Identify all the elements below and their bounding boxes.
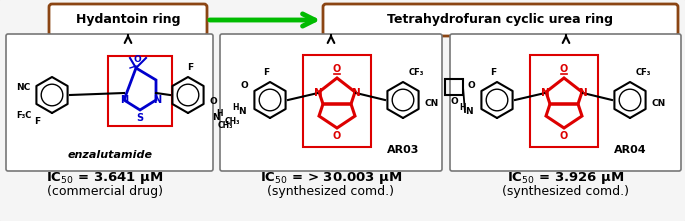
Text: CF₃: CF₃ xyxy=(636,68,651,77)
Text: IC$_{50}$ = > 30.003 μM: IC$_{50}$ = > 30.003 μM xyxy=(260,170,402,186)
Text: O: O xyxy=(450,97,458,107)
FancyBboxPatch shape xyxy=(450,34,681,171)
Text: O: O xyxy=(333,131,341,141)
Text: O: O xyxy=(467,82,475,91)
Text: N: N xyxy=(579,88,587,98)
Text: N: N xyxy=(314,88,323,98)
Text: N: N xyxy=(212,112,220,122)
Text: N: N xyxy=(153,95,161,105)
Text: CN: CN xyxy=(425,99,439,109)
Text: O: O xyxy=(560,64,568,74)
Text: (synthesized comd.): (synthesized comd.) xyxy=(503,185,630,198)
Text: CH₃: CH₃ xyxy=(224,118,240,126)
FancyBboxPatch shape xyxy=(49,4,207,36)
Text: (commercial drug): (commercial drug) xyxy=(47,185,163,198)
Text: F: F xyxy=(263,68,269,77)
Text: CH₃: CH₃ xyxy=(218,120,234,130)
Text: H: H xyxy=(233,103,239,112)
Text: H: H xyxy=(216,109,223,118)
Text: F₃C: F₃C xyxy=(16,111,32,120)
Text: IC$_{50}$ = 3.926 μM: IC$_{50}$ = 3.926 μM xyxy=(508,170,625,186)
Text: N: N xyxy=(351,88,360,98)
Text: (synthesized comd.): (synthesized comd.) xyxy=(268,185,395,198)
Text: CN: CN xyxy=(652,99,667,109)
Text: H: H xyxy=(460,103,466,112)
Text: O: O xyxy=(560,131,568,141)
Text: N: N xyxy=(238,107,246,116)
Text: F: F xyxy=(34,117,40,126)
Text: Tetrahydrofuran cyclic urea ring: Tetrahydrofuran cyclic urea ring xyxy=(388,13,614,27)
Text: enzalutamide: enzalutamide xyxy=(68,150,153,160)
Text: O: O xyxy=(240,82,248,91)
Text: AR04: AR04 xyxy=(614,145,647,155)
Text: F: F xyxy=(490,68,496,77)
Bar xyxy=(530,55,598,147)
Text: Hydantoin ring: Hydantoin ring xyxy=(76,13,180,27)
Text: N: N xyxy=(540,88,549,98)
FancyBboxPatch shape xyxy=(323,4,678,36)
Text: NC: NC xyxy=(16,82,30,91)
Text: O: O xyxy=(333,64,341,74)
Bar xyxy=(108,56,172,126)
Text: AR03: AR03 xyxy=(387,145,419,155)
Text: F: F xyxy=(187,63,193,72)
Text: S: S xyxy=(136,113,144,123)
FancyBboxPatch shape xyxy=(220,34,442,171)
Text: CF₃: CF₃ xyxy=(409,68,425,77)
Bar xyxy=(303,55,371,147)
Text: N: N xyxy=(465,107,473,116)
Text: IC$_{50}$ = 3.641 μM: IC$_{50}$ = 3.641 μM xyxy=(46,170,164,186)
Text: O: O xyxy=(210,97,218,105)
FancyBboxPatch shape xyxy=(6,34,213,171)
Text: N: N xyxy=(120,95,128,105)
Text: O: O xyxy=(133,55,141,65)
